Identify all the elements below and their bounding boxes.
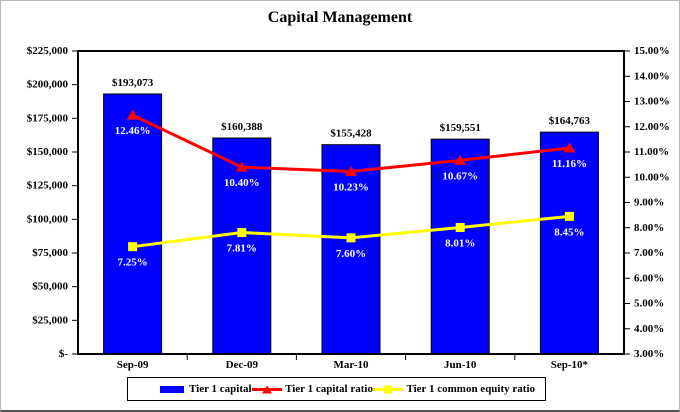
bar-tier1-capital [103, 93, 163, 355]
right-axis-tick-label: 7.00% [634, 247, 664, 259]
series-point-label: 7.81% [227, 243, 257, 255]
triangle-marker [454, 154, 467, 165]
chart-title: Capital Management [267, 9, 413, 26]
legend-item-tier1-capital: Tier 1 capital [160, 383, 252, 395]
right-axis-tick-label: 6.00% [634, 272, 664, 284]
right-axis-tick-label: 3.00% [634, 348, 664, 360]
x-axis-category-label: Mar-10 [333, 359, 369, 371]
left-axis-tick-label: $25,000 [32, 314, 68, 326]
series-point-label: 8.45% [554, 226, 584, 238]
square-marker [455, 222, 465, 232]
right-axis-tick-label: 14.00% [634, 70, 670, 82]
bar-tier1-capital [430, 138, 490, 355]
bar-tier1-capital [212, 137, 272, 355]
right-axis-tick-label: 12.00% [634, 121, 670, 133]
bar-value-label: $155,428 [330, 128, 372, 140]
bar-value-label: $193,073 [112, 77, 154, 89]
series-point-label: 12.46% [115, 125, 151, 137]
right-axis-tick-label: 10.00% [634, 171, 670, 183]
triangle-marker [126, 109, 139, 120]
series-point-label: 10.40% [224, 177, 260, 189]
bar-tier1-capital [539, 131, 599, 355]
right-axis-tick-label: 5.00% [634, 298, 664, 310]
series-point-label: 8.01% [445, 237, 475, 249]
right-axis-tick-label: 4.00% [634, 323, 664, 335]
bar-value-label: $164,763 [549, 115, 591, 127]
chart-legend: Tier 1 capital Tier 1 capital ratio Tier… [127, 377, 546, 401]
legend-square-marker [384, 385, 393, 393]
right-axis-tick-label: 15.00% [634, 45, 670, 57]
triangle-marker [235, 161, 248, 172]
left-axis-tick-label: $175,000 [27, 112, 69, 124]
legend-triangle-marker [262, 385, 273, 393]
left-axis-tick-label: $- [59, 348, 69, 360]
x-axis-category-label: Sep-10* [551, 359, 589, 371]
right-axis-tick-label: 8.00% [634, 222, 664, 234]
square-line-swatch-icon [373, 384, 404, 395]
square-marker [346, 233, 356, 243]
legend-item-tier1-common-equity-ratio: Tier 1 common equity ratio [373, 383, 535, 395]
left-axis-tick-label: $200,000 [27, 79, 69, 91]
legend-label-tier1-common-equity-ratio: Tier 1 common equity ratio [406, 383, 535, 395]
legend-label-tier1-capital: Tier 1 capital [189, 383, 252, 395]
left-axis-tick-label: $75,000 [32, 247, 68, 259]
legend-item-tier1-capital-ratio: Tier 1 capital ratio [252, 383, 373, 395]
square-marker [564, 211, 574, 221]
square-marker [237, 228, 247, 238]
x-axis-category-label: Sep-09 [117, 359, 149, 371]
x-axis-category-label: Dec-09 [226, 359, 259, 371]
triangle-line-swatch-icon [252, 384, 283, 395]
right-axis-tick-label: 11.00% [634, 146, 669, 158]
right-axis-tick-label: 9.00% [634, 197, 664, 209]
left-axis-tick-label: $100,000 [27, 213, 69, 225]
series-point-label: 7.25% [117, 257, 147, 269]
series-point-label: 7.60% [336, 248, 366, 260]
plot-area-border [77, 50, 625, 355]
left-axis-tick-label: $150,000 [27, 146, 69, 158]
series-point-label: 10.23% [333, 181, 369, 193]
triangle-marker [345, 165, 357, 176]
bar-value-label: $160,388 [221, 121, 263, 133]
legend-label-tier1-capital-ratio: Tier 1 capital ratio [285, 383, 373, 395]
left-axis-tick-label: $125,000 [27, 180, 69, 192]
legend-bar-swatch [160, 385, 184, 393]
left-axis-tick-label: $225,000 [27, 45, 69, 57]
bar-swatch-icon [160, 384, 186, 395]
series-point-label: 10.67% [442, 170, 478, 182]
triangle-marker [563, 142, 576, 153]
bar-value-label: $159,551 [440, 122, 481, 134]
square-marker [128, 242, 138, 252]
bar-tier1-capital [321, 144, 381, 355]
x-axis-category-label: Jun-10 [444, 359, 477, 371]
left-axis-tick-label: $50,000 [32, 281, 68, 293]
right-axis-tick-label: 13.00% [634, 96, 670, 108]
series-point-label: 11.16% [552, 158, 587, 170]
